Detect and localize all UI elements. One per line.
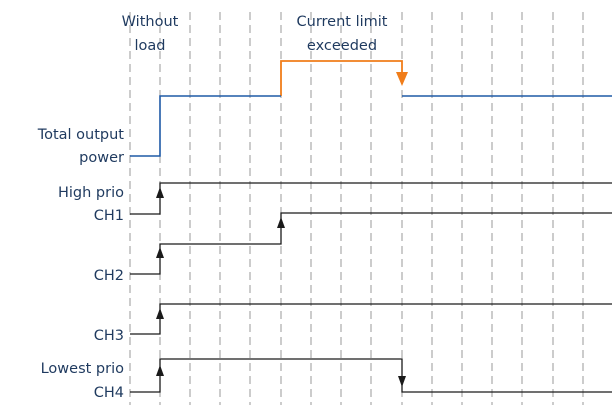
current-limit-marker [281,61,408,96]
without-load-label-line1: Without [122,14,179,30]
ch3-switch-on-arrow [156,308,164,319]
ch4-switch-off-arrow [398,376,406,387]
total-output-power-label-line1: Total output [37,127,125,143]
total-output-power-trace [130,96,281,156]
high-prio-label: High prio [58,185,124,201]
without-load-label-line2: load [135,38,166,54]
ch3-label: CH3 [94,328,124,344]
ch1-switch-on-arrow [156,187,164,198]
ch2-label: CH2 [94,268,124,284]
total-output-power-label-line2: power [79,150,124,166]
time-grid [130,12,583,405]
lowest-prio-label: Lowest prio [41,361,125,377]
ch4-label: CH4 [94,385,124,401]
current-limit-label-line1: Current limit [297,14,388,30]
ch2-step1-arrow [156,247,164,258]
ch2-step2-arrow [277,217,285,228]
ch1-label: CH1 [94,208,124,224]
ch4-switch-on-arrow [156,365,164,376]
current-limit-label-line2: exceeded [307,38,377,54]
